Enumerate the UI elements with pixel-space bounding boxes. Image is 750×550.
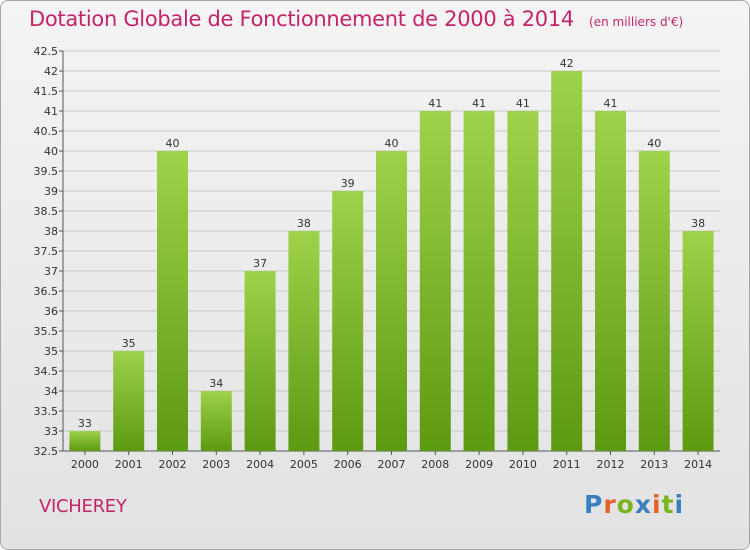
data-labels: 33 35 40 34 37 38 39 40 41 41 41 42 41 40 38 <box>78 57 705 430</box>
bar <box>69 431 101 451</box>
logo-letter: r <box>603 490 617 519</box>
x-tick-label: 2002 <box>159 458 187 471</box>
x-tick-label: 2011 <box>553 458 581 471</box>
data-label: 40 <box>166 137 180 150</box>
bar <box>332 191 364 451</box>
data-label: 40 <box>385 137 399 150</box>
proxiti-logo[interactable]: Proxiti <box>584 490 684 519</box>
y-tick-label: 34.5 <box>34 365 59 378</box>
bar <box>200 391 232 451</box>
commune-name: VICHEREY <box>39 496 127 517</box>
y-tick-label: 37 <box>44 265 58 278</box>
y-tick-label: 36 <box>44 305 58 318</box>
data-label: 41 <box>428 97 442 110</box>
bar <box>157 151 188 451</box>
y-tick-label: 37.5 <box>34 245 59 258</box>
x-tick-label: 2000 <box>71 458 99 471</box>
bar <box>595 111 626 451</box>
logo-letter: t <box>661 490 675 519</box>
y-tick-label: 41 <box>44 105 58 118</box>
y-tick-label: 38 <box>44 225 58 238</box>
bar <box>682 231 714 451</box>
chart-title: Dotation Globale de Fonctionnement de 20… <box>29 7 574 31</box>
x-tick-label: 2004 <box>246 458 274 471</box>
logo-letter: o <box>616 490 635 519</box>
data-label: 38 <box>691 217 705 230</box>
x-tick-label: 2003 <box>202 458 230 471</box>
y-tick-label: 42.5 <box>34 45 59 58</box>
bar <box>288 231 320 451</box>
logo-letter: i <box>652 490 662 519</box>
y-tick-label: 41.5 <box>34 85 59 98</box>
bar <box>638 151 670 451</box>
bar <box>507 111 539 451</box>
bar <box>419 111 451 451</box>
bar <box>376 151 407 451</box>
y-tick-label: 33.5 <box>34 405 59 418</box>
y-tick-label: 36.5 <box>34 285 59 298</box>
data-label: 40 <box>647 137 661 150</box>
data-label: 35 <box>122 337 136 350</box>
bar <box>463 111 495 451</box>
y-tick-label: 33 <box>44 425 58 438</box>
x-tick-label: 2008 <box>421 458 449 471</box>
x-tick-label: 2001 <box>115 458 143 471</box>
y-tick-label: 32.5 <box>34 445 59 458</box>
y-tick-label: 38.5 <box>34 205 59 218</box>
x-tick-label: 2007 <box>378 458 406 471</box>
data-label: 41 <box>472 97 486 110</box>
bar <box>551 71 583 451</box>
data-label: 38 <box>297 217 311 230</box>
y-tick-label: 42 <box>44 65 58 78</box>
data-label: 42 <box>560 57 574 70</box>
bar <box>113 351 145 451</box>
x-tick-label: 2005 <box>290 458 318 471</box>
data-label: 41 <box>604 97 618 110</box>
x-tick-label: 2014 <box>684 458 712 471</box>
data-label: 34 <box>209 377 223 390</box>
logo-letter: P <box>584 490 604 519</box>
chart-unit: (en milliers d'€) <box>589 15 684 29</box>
title-row: Dotation Globale de Fonctionnement de 20… <box>29 7 683 31</box>
x-tick-label: 2013 <box>640 458 668 471</box>
bars <box>69 71 714 451</box>
y-tick-label: 35.5 <box>34 325 59 338</box>
bar <box>244 271 276 451</box>
y-tick-label: 40 <box>44 145 58 158</box>
data-label: 39 <box>341 177 355 190</box>
x-tick-label: 2009 <box>465 458 493 471</box>
data-label: 33 <box>78 417 92 430</box>
logo-letter: x <box>634 490 652 519</box>
x-tick-label: 2012 <box>597 458 625 471</box>
y-tick-label: 39 <box>44 185 58 198</box>
y-tick-label: 34 <box>44 385 58 398</box>
y-tick-label: 35 <box>44 345 58 358</box>
x-tick-label: 2006 <box>334 458 362 471</box>
logo-letter: i <box>674 490 685 519</box>
y-tick-label: 40.5 <box>34 125 59 138</box>
data-label: 41 <box>516 97 530 110</box>
x-tick-label: 2010 <box>509 458 537 471</box>
data-label: 37 <box>253 257 267 270</box>
y-tick-label: 39.5 <box>34 165 59 178</box>
